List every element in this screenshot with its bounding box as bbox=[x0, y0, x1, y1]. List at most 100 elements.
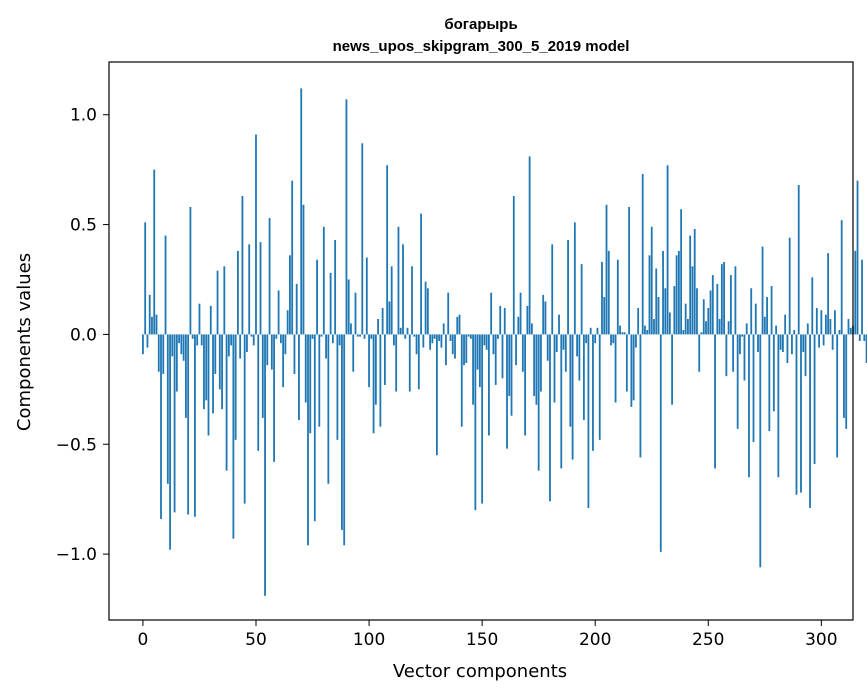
bar-307 bbox=[836, 334, 839, 458]
bar-11 bbox=[166, 334, 169, 484]
bar-311 bbox=[845, 334, 848, 429]
bar-86 bbox=[336, 334, 339, 440]
bar-90 bbox=[345, 99, 348, 335]
bar-109 bbox=[388, 301, 391, 335]
bar-191 bbox=[573, 222, 576, 335]
bar-171 bbox=[528, 156, 531, 335]
bar-77 bbox=[316, 259, 318, 335]
bar-277 bbox=[768, 334, 771, 432]
bar-93 bbox=[352, 334, 355, 372]
bar-219 bbox=[637, 308, 640, 335]
bar-216 bbox=[630, 334, 633, 407]
bar-99 bbox=[365, 257, 368, 335]
bar-282 bbox=[779, 334, 782, 350]
bar-222 bbox=[644, 325, 646, 335]
y-axis-ticks: −1.0 −0.5 0.0 0.5 1.0 bbox=[56, 106, 109, 565]
bar-204 bbox=[603, 297, 606, 335]
y-tick-label: 0.5 bbox=[70, 216, 97, 236]
bar-267 bbox=[745, 323, 748, 335]
bar-43 bbox=[239, 334, 242, 359]
bar-102 bbox=[372, 334, 375, 434]
bar-286 bbox=[788, 237, 791, 335]
bar-33 bbox=[216, 270, 219, 335]
bar-303 bbox=[827, 253, 830, 335]
bar-278 bbox=[770, 286, 773, 335]
x-tick-label: 250 bbox=[692, 630, 724, 650]
bar-80 bbox=[322, 226, 325, 335]
bar-239 bbox=[682, 330, 685, 335]
bar-229 bbox=[659, 334, 662, 552]
bar-284 bbox=[784, 314, 787, 335]
bar-162 bbox=[508, 334, 511, 396]
bar-201 bbox=[596, 327, 599, 335]
bar-317 bbox=[858, 334, 861, 341]
bar-137 bbox=[451, 334, 454, 355]
bar-32 bbox=[214, 334, 217, 374]
bar-319 bbox=[863, 334, 866, 341]
bar-178 bbox=[544, 301, 547, 335]
bar-58 bbox=[273, 334, 275, 462]
y-tick-label: 0.0 bbox=[70, 325, 97, 345]
bar-320 bbox=[865, 334, 867, 363]
bar-318 bbox=[861, 259, 863, 335]
bar-146 bbox=[472, 334, 474, 405]
bar-67 bbox=[293, 334, 296, 374]
bar-138 bbox=[454, 334, 456, 359]
bar-196 bbox=[585, 334, 588, 344]
bar-306 bbox=[834, 310, 836, 335]
bar-242 bbox=[689, 235, 692, 335]
bar-74 bbox=[309, 334, 312, 434]
bar-63 bbox=[284, 334, 287, 355]
bar-220 bbox=[639, 334, 642, 458]
bar-283 bbox=[781, 334, 784, 352]
bar-190 bbox=[571, 334, 574, 460]
bar-254 bbox=[716, 283, 719, 335]
bar-185 bbox=[560, 334, 563, 469]
bar-56 bbox=[268, 217, 271, 335]
bar-29 bbox=[207, 334, 210, 436]
bar-249 bbox=[705, 321, 707, 335]
bar-255 bbox=[718, 319, 721, 335]
bar-42 bbox=[236, 250, 239, 335]
y-tick-label: −0.5 bbox=[56, 435, 97, 455]
bar-143 bbox=[465, 334, 468, 363]
bar-140 bbox=[458, 314, 461, 335]
bar-36 bbox=[223, 266, 226, 335]
bar-166 bbox=[517, 316, 520, 335]
bar-61 bbox=[279, 334, 282, 344]
bar-259 bbox=[727, 321, 730, 335]
bar-73 bbox=[307, 334, 309, 546]
bar-280 bbox=[775, 325, 778, 335]
bar-206 bbox=[607, 250, 610, 335]
bar-111 bbox=[393, 334, 395, 346]
bar-158 bbox=[499, 305, 502, 335]
bar-245 bbox=[696, 288, 698, 335]
bar-153 bbox=[488, 334, 490, 436]
bar-293 bbox=[804, 334, 807, 377]
bar-173 bbox=[533, 334, 536, 396]
bar-298 bbox=[815, 308, 818, 335]
bar-107 bbox=[383, 334, 386, 385]
bar-261 bbox=[732, 334, 735, 372]
bar-0 bbox=[142, 334, 144, 355]
bar-193 bbox=[578, 334, 581, 381]
bar-285 bbox=[786, 334, 789, 363]
bar-310 bbox=[843, 334, 845, 418]
bar-160 bbox=[503, 308, 506, 335]
bar-182 bbox=[553, 334, 556, 403]
bar-194 bbox=[580, 264, 583, 335]
bar-64 bbox=[286, 310, 289, 335]
bar-145 bbox=[469, 334, 472, 339]
bar-148 bbox=[476, 334, 479, 370]
bar-156 bbox=[494, 334, 497, 385]
bar-150 bbox=[481, 334, 484, 504]
bar-172 bbox=[530, 323, 533, 335]
bar-81 bbox=[325, 334, 327, 359]
bar-281 bbox=[777, 334, 780, 478]
bar-203 bbox=[601, 261, 603, 335]
bar-122 bbox=[417, 334, 420, 390]
bar-97 bbox=[361, 143, 364, 335]
bar-243 bbox=[691, 266, 694, 335]
x-tick-label: 100 bbox=[353, 630, 385, 650]
bar-290 bbox=[797, 185, 800, 335]
